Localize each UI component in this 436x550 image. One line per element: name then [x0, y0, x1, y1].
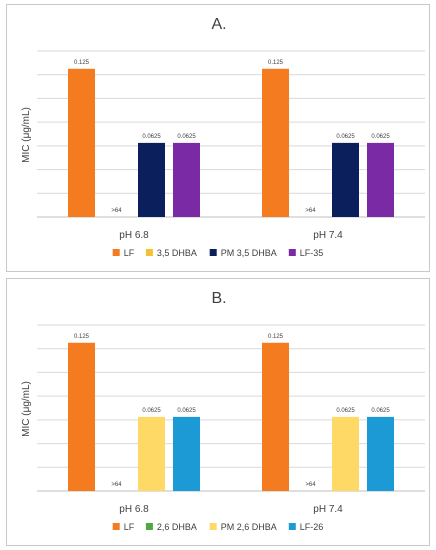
bar-b-1-0: [262, 342, 289, 491]
legend-swatch: [288, 249, 296, 256]
data-label: >64: [305, 482, 316, 488]
bar-b-1-2: [332, 416, 359, 491]
legend-label: 2,6 DHBA: [157, 522, 197, 532]
legend-swatch: [112, 523, 120, 530]
bar-b-0-3: [173, 416, 200, 491]
data-label: 0.125: [268, 60, 284, 66]
legend-label: PM 3,5 DHBA: [221, 248, 277, 258]
bar-a-1-3: [367, 142, 394, 217]
legend-swatch: [145, 249, 153, 256]
data-label: 0.0625: [371, 134, 390, 140]
legend-label: PM 2,6 DHBA: [221, 522, 277, 532]
legend-swatch: [112, 249, 120, 256]
legend-label: LF-35: [300, 248, 324, 258]
data-label: 0.0625: [142, 134, 161, 140]
chart-title-b: B.: [211, 290, 226, 307]
data-label: 0.0625: [177, 408, 196, 414]
category-label: pH 7.4: [313, 230, 343, 241]
legend-swatch: [209, 523, 217, 530]
y-axis-label: MIC (μg/mL): [21, 107, 32, 163]
chart-a-svg: A. MIC (μg/mL) 0.125 >64 0.0625 0.0625 pH 6.8 0…: [21, 16, 425, 258]
data-label: 0.125: [268, 334, 284, 340]
category-label: pH 6.8: [119, 504, 149, 515]
chart-b-svg: B. MIC (μg/mL) 0.125 >64 0.0625 0.0625 pH 6.8 0…: [21, 290, 425, 532]
data-label: 0.125: [74, 334, 90, 340]
legend-label: LF-26: [300, 522, 324, 532]
data-label: 0.0625: [142, 408, 161, 414]
chart-title-a: A.: [211, 16, 226, 33]
category-label: pH 6.8: [119, 230, 149, 241]
data-label: 0.0625: [336, 408, 355, 414]
bar-b-0-0: [68, 342, 95, 491]
bar-b-0-2: [138, 416, 165, 491]
legend-label: LF: [124, 248, 135, 258]
bar-a-0-3: [173, 142, 200, 217]
legend-label: LF: [124, 522, 135, 532]
legend-swatch: [209, 249, 217, 256]
legend-swatch: [288, 523, 296, 530]
data-label: >64: [111, 208, 122, 214]
bar-b-1-3: [367, 416, 394, 491]
data-label: 0.0625: [371, 408, 390, 414]
bar-a-0-0: [68, 68, 95, 218]
data-label: >64: [305, 208, 316, 214]
y-axis-label: MIC (μg/mL): [21, 381, 32, 437]
legend-label: 3,5 DHBA: [157, 248, 197, 258]
bar-a-0-2: [138, 142, 165, 217]
data-label: 0.125: [74, 60, 90, 66]
data-label: 0.0625: [336, 134, 355, 140]
bar-a-1-2: [332, 142, 359, 217]
legend-swatch: [145, 523, 153, 530]
chart-panel-b: B. MIC (μg/mL) 0.125 >64 0.0625 0.0625 pH 6.8 0…: [6, 278, 430, 546]
category-label: pH 7.4: [313, 504, 343, 515]
chart-panel-a: A. MIC (μg/mL) 0.125 >64 0.0625 0.0625 pH 6.8 0…: [6, 4, 430, 272]
bar-a-1-0: [262, 68, 289, 218]
data-label: >64: [111, 482, 122, 488]
data-label: 0.0625: [177, 134, 196, 140]
